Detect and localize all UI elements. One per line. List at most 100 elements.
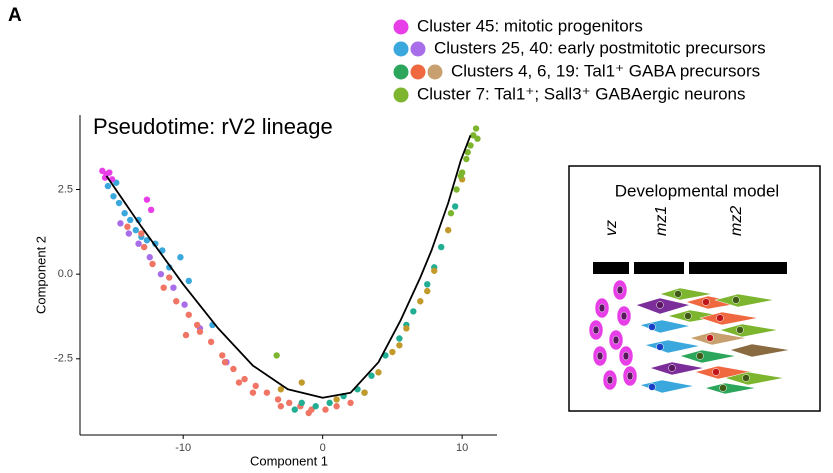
point [140, 243, 148, 251]
point [277, 403, 285, 410]
point [117, 220, 124, 227]
point [249, 389, 257, 396]
legend-swatch [393, 64, 409, 80]
point [146, 254, 153, 261]
point [221, 358, 229, 366]
point [219, 352, 226, 359]
point [333, 403, 340, 410]
legend-swatch [410, 41, 426, 57]
point [451, 203, 459, 210]
point [127, 216, 134, 224]
point [444, 226, 452, 234]
point [472, 125, 480, 132]
point [333, 396, 340, 403]
legend-label: Clusters 4, 6, 19: Tal1⁺ GABA precursors [451, 61, 760, 80]
x-tick-label: 0 [320, 442, 326, 454]
panel-label: A [8, 5, 22, 26]
point [115, 199, 123, 207]
point [474, 135, 481, 142]
point [157, 270, 165, 278]
x-tick-label: -10 [175, 442, 191, 454]
point [177, 254, 184, 261]
point [106, 169, 113, 176]
point [417, 298, 424, 305]
zone-label: mz1 [653, 206, 670, 236]
point [410, 308, 417, 315]
point [196, 328, 204, 335]
point [110, 193, 117, 200]
point [396, 342, 403, 349]
point [166, 274, 173, 281]
point [298, 379, 305, 386]
legend-swatch [393, 41, 409, 57]
point [235, 379, 243, 386]
point [147, 206, 155, 214]
point [207, 338, 215, 346]
x-tick-label: 10 [456, 442, 468, 454]
y-tick-label: 2.5 [58, 183, 73, 195]
point [182, 331, 190, 339]
point [143, 196, 151, 203]
point [124, 223, 131, 230]
developmental-model: Developmental model vz mz1 mz2 [568, 165, 821, 412]
point [173, 298, 180, 305]
point [438, 243, 445, 251]
point [143, 237, 151, 244]
point [274, 396, 282, 403]
chart-title: Pseudotime: rV2 lineage [93, 114, 333, 139]
cells [588, 279, 791, 395]
point [252, 382, 259, 390]
point [132, 226, 139, 234]
legend-swatch [427, 64, 443, 80]
legend-swatch [410, 64, 426, 80]
legend-label: Cluster 7: Tal1⁺; Sall3⁺ GABAergic neuro… [417, 84, 746, 103]
point [464, 149, 471, 156]
point [447, 210, 455, 217]
point [424, 281, 431, 288]
point [361, 389, 368, 396]
y-tick-label: -2.5 [54, 353, 73, 365]
trajectory-line [105, 134, 472, 399]
point [185, 311, 192, 318]
point [104, 182, 112, 190]
point [326, 399, 333, 407]
point [389, 348, 396, 356]
diagram-box [568, 165, 821, 412]
point [347, 399, 354, 407]
point [305, 409, 312, 417]
point [368, 372, 375, 379]
point [138, 230, 145, 237]
diagram-title: Developmental model [615, 181, 779, 200]
point [230, 365, 237, 373]
point [181, 301, 188, 308]
legend-label: Cluster 45: mitotic progenitors [417, 16, 643, 35]
point [185, 277, 192, 285]
y-axis-label: Component 2 [33, 236, 48, 314]
point [467, 142, 474, 149]
legend-swatch [393, 19, 409, 35]
point [273, 352, 280, 359]
point [160, 284, 167, 291]
point [285, 399, 293, 407]
point [125, 230, 133, 237]
point [135, 240, 142, 247]
point [375, 369, 382, 376]
point [431, 267, 438, 274]
point [312, 403, 319, 410]
point [403, 325, 410, 332]
point [170, 284, 177, 291]
point [241, 375, 248, 383]
point [457, 172, 464, 180]
legend-swatch [393, 87, 409, 103]
zone-label: vz [603, 220, 620, 236]
point [453, 186, 460, 193]
point [152, 240, 159, 247]
point [322, 406, 329, 413]
x-axis-label: Component 1 [250, 453, 328, 468]
point [396, 335, 403, 342]
point [463, 155, 470, 163]
point [121, 210, 128, 217]
legend-label: Clusters 25, 40: early postmitotic precu… [434, 38, 766, 57]
